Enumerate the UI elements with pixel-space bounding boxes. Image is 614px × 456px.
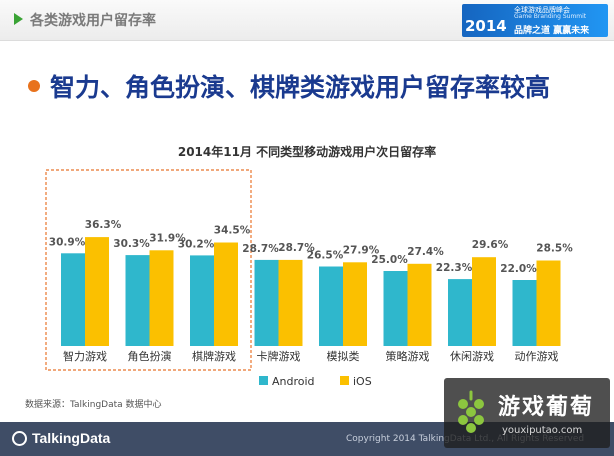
bar-ios-6: [472, 257, 496, 346]
chart-title: 2014年11月 不同类型移动游戏用户次日留存率: [178, 144, 436, 159]
bar-ios-2: [214, 242, 238, 346]
category-label-2: 棋牌游戏: [192, 349, 236, 363]
bar-android-2: [190, 255, 214, 346]
value-label-android-2: 30.2%: [178, 238, 215, 250]
main-heading: 智力、角色扮演、棋牌类游戏用户留存率较高: [50, 73, 551, 102]
bar-ios-0: [85, 237, 109, 346]
bar-android-3: [254, 259, 279, 346]
banner-slogan: 品牌之道 赢赢未来: [514, 26, 590, 36]
category-label-1: 角色扮演: [128, 349, 172, 363]
header-title: 各类游戏用户留存率: [30, 13, 156, 29]
banner-line2: Game Branding Summit: [514, 13, 587, 20]
bullet-dot-icon: [28, 80, 40, 92]
bar-android-0: [61, 253, 85, 346]
talkingdata-logo-icon: [12, 431, 27, 446]
bar-ios-1: [149, 250, 174, 346]
legend-label-ios: iOS: [353, 375, 372, 388]
value-label-ios-2: 34.5%: [214, 225, 251, 237]
legend-label-android: Android: [272, 375, 315, 388]
play-arrow-icon: [14, 13, 23, 25]
legend-swatch-ios: [340, 376, 349, 385]
category-label-0: 智力游戏: [63, 349, 107, 363]
watermark-url: youxiputao.com: [502, 425, 583, 436]
value-label-android-4: 26.5%: [307, 250, 344, 262]
footer-brand: TalkingData: [32, 430, 111, 446]
value-label-ios-6: 29.6%: [472, 239, 509, 251]
banner-line1: 全球游戏品牌峰会: [514, 6, 570, 14]
value-label-android-7: 22.0%: [500, 263, 537, 275]
bar-ios-7: [536, 260, 561, 346]
bar-chart: 2014年11月 不同类型移动游戏用户次日留存率 30.9% 36.3% 30.3%…: [45, 144, 573, 388]
legend-swatch-android: [259, 376, 268, 385]
category-label-6: 休闲游戏: [450, 349, 494, 363]
value-label-android-5: 25.0%: [371, 254, 408, 266]
watermark-name: 游戏葡萄: [498, 395, 595, 420]
source-note: 数据来源：TalkingData 数据中心: [25, 400, 162, 410]
value-label-ios-7: 28.5%: [536, 243, 573, 255]
summit-banner: 全球游戏品牌峰会 Game Branding Summit 2014 品牌之道 …: [462, 4, 608, 37]
category-label-3: 卡牌游戏: [257, 349, 301, 363]
value-label-android-3: 28.7%: [242, 243, 279, 255]
value-label-ios-4: 27.9%: [343, 244, 380, 256]
bar-ios-3: [278, 259, 303, 346]
value-label-ios-5: 27.4%: [407, 246, 444, 258]
bar-android-6: [448, 279, 472, 346]
bar-android-1: [125, 255, 150, 346]
banner-year: 2014: [465, 17, 507, 35]
header-band: 各类游戏用户留存率 全球游戏品牌峰会 Game Branding Summit …: [0, 0, 614, 41]
value-label-android-0: 30.9%: [49, 236, 86, 248]
bar-ios-4: [343, 262, 367, 346]
bar-ios-5: [407, 263, 432, 346]
chart-legend: Android iOS: [259, 375, 372, 388]
category-label-7: 动作游戏: [515, 350, 559, 363]
value-label-ios-0: 36.3%: [85, 219, 122, 231]
category-label-5: 策略游戏: [386, 349, 430, 363]
highlight-box: [45, 169, 252, 371]
category-label-4: 模拟类: [327, 349, 360, 363]
bar-android-7: [512, 280, 537, 346]
value-label-android-6: 22.3%: [436, 262, 473, 274]
grape-logo-icon: [458, 390, 484, 433]
bar-android-4: [319, 266, 343, 346]
value-label-android-1: 30.3%: [113, 238, 150, 250]
value-label-ios-1: 31.9%: [149, 232, 186, 244]
bar-android-5: [383, 271, 408, 346]
watermark: 游戏葡萄 youxiputao.com: [444, 378, 610, 448]
value-label-ios-3: 28.7%: [278, 242, 315, 254]
